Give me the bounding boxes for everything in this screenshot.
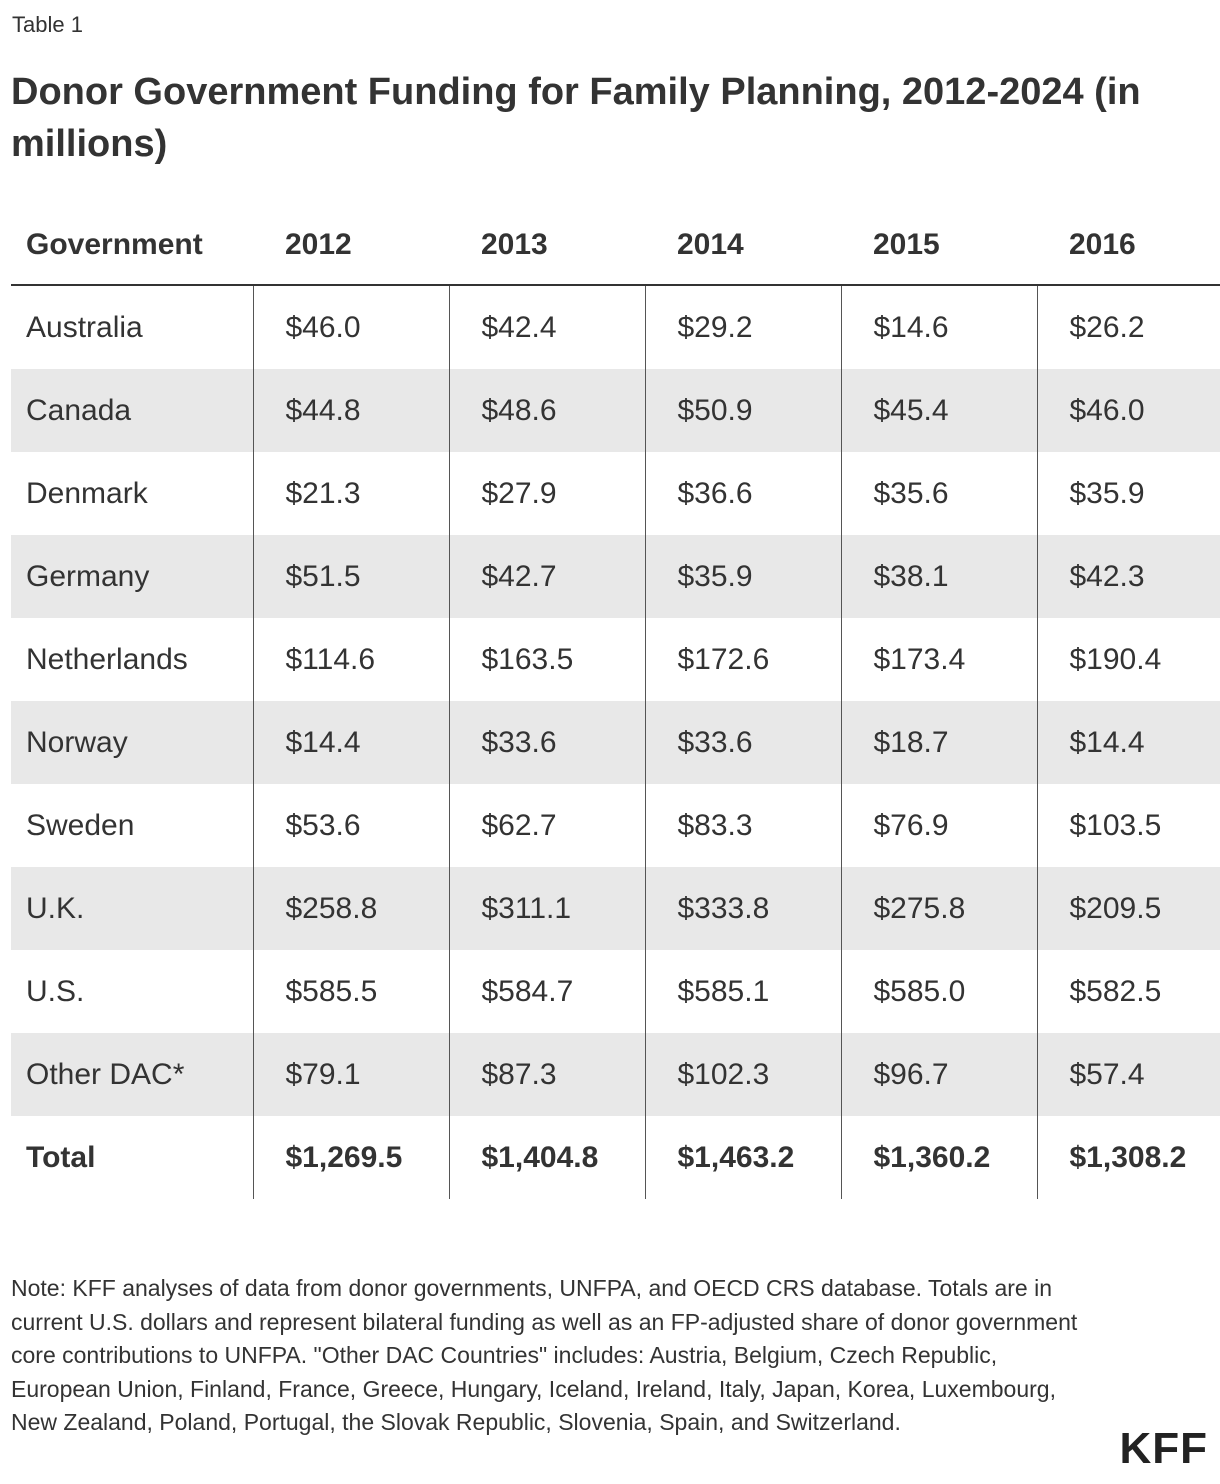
row-value-2013: $62.7: [448, 784, 645, 867]
row-government-name: Norway: [11, 701, 253, 784]
row-value-2012: $258.8: [252, 867, 449, 950]
kff-logo: KFF: [1119, 1424, 1208, 1473]
row-value-2014: $585.1: [644, 950, 841, 1033]
row-value-2012: $44.8: [252, 369, 449, 452]
row-value-2015: $173.4: [840, 618, 1037, 701]
row-government-name: Denmark: [26, 476, 148, 510]
row-value-2015: $76.9: [840, 784, 1037, 867]
row-value-2015: $14.6: [840, 285, 1037, 369]
funding-table: Government 2012 2013 2014 2015 2016 Aust…: [11, 206, 1220, 1199]
row-value-2016: $57.4: [1036, 1033, 1220, 1116]
row-government-name: Sweden: [26, 808, 135, 842]
row-value-2015: $45.4: [840, 369, 1037, 452]
row-value-2012: $51.5: [252, 535, 449, 618]
row-value-2014: $83.3: [644, 784, 841, 867]
row-value-2013: $163.5: [448, 618, 645, 701]
row-value-2012: $21.3: [252, 452, 449, 535]
row-value-2013: $42.4: [448, 285, 645, 369]
row-value-2014: $1,463.2: [644, 1116, 841, 1199]
row-value-2015: $1,360.2: [840, 1116, 1037, 1199]
row-government-name: Australia: [26, 310, 143, 344]
column-header-2013: 2013: [449, 206, 645, 286]
table-row: Other DAC* $79.1 $87.3 $102.3 $96.7 $57.4: [11, 1033, 1220, 1116]
table-row: Australia $46.0 $42.4 $29.2 $14.6 $26.2: [11, 285, 1220, 369]
row-value-2014: $50.9: [644, 369, 841, 452]
row-value-2013: $1,404.8: [448, 1116, 645, 1199]
row-value-2014: $333.8: [644, 867, 841, 950]
table-row: U.K. $258.8 $311.1 $333.8 $275.8 $209.5: [11, 867, 1220, 950]
table-row: U.S. $585.5 $584.7 $585.1 $585.0 $582.5: [11, 950, 1220, 1033]
row-government-name: Germany: [11, 535, 253, 618]
table-row: Sweden $53.6 $62.7 $83.3 $76.9 $103.5: [11, 784, 1220, 867]
row-value-2015: $18.7: [840, 701, 1037, 784]
row-value-2016: $209.5: [1036, 867, 1220, 950]
column-header-government: Government: [11, 206, 253, 286]
row-value-2013: $42.7: [448, 535, 645, 618]
table-row: Germany $51.5 $42.7 $35.9 $38.1 $42.3: [11, 535, 1220, 618]
table-note: Note: KFF analyses of data from donor go…: [11, 1275, 1078, 1435]
table-row: Netherlands $114.6 $163.5 $172.6 $173.4 $190.…: [11, 618, 1220, 701]
row-value-2012: $46.0: [252, 285, 449, 369]
row-value-2015: $585.0: [840, 950, 1037, 1033]
column-header-2014: 2014: [645, 206, 841, 286]
table-row: Canada $44.8 $48.6 $50.9 $45.4 $46.0: [11, 369, 1220, 452]
row-value-2016: $190.4: [1036, 618, 1220, 701]
row-value-2016: $42.3: [1036, 535, 1220, 618]
table-row: Norway $14.4 $33.6 $33.6 $18.7 $14.4: [11, 701, 1220, 784]
row-value-2014: $102.3: [644, 1033, 841, 1116]
row-value-2015: $96.7: [840, 1033, 1037, 1116]
row-value-2014: $36.6: [644, 452, 841, 535]
row-value-2012: $14.4: [252, 701, 449, 784]
row-government-name: U.S.: [26, 974, 85, 1008]
row-value-2014: $29.2: [644, 285, 841, 369]
row-value-2016: $26.2: [1036, 285, 1220, 369]
row-value-2013: $584.7: [448, 950, 645, 1033]
column-header-2015: 2015: [841, 206, 1037, 286]
row-value-2013: $33.6: [448, 701, 645, 784]
table-header-row: Government 2012 2013 2014 2015 2016: [11, 206, 1220, 286]
row-value-2016: $582.5: [1036, 950, 1220, 1033]
row-value-2015: $275.8: [840, 867, 1037, 950]
row-value-2016: $1,308.2: [1036, 1116, 1220, 1199]
row-value-2016: $103.5: [1036, 784, 1220, 867]
row-value-2016: $14.4: [1036, 701, 1220, 784]
row-value-2015: $35.6: [840, 452, 1037, 535]
column-header-2012: 2012: [253, 206, 449, 286]
row-value-2014: $172.6: [644, 618, 841, 701]
row-value-2016: $46.0: [1036, 369, 1220, 452]
table-row: Denmark $21.3 $27.9 $36.6 $35.6 $35.9: [11, 452, 1220, 535]
row-value-2014: $35.9: [644, 535, 841, 618]
total-row: Total $1,269.5 $1,404.8 $1,463.2 $1,360.2 $1,…: [11, 1116, 1220, 1199]
page-title: Donor Government Funding for Family Plan…: [11, 71, 1141, 165]
row-government-name: Netherlands: [26, 642, 188, 676]
row-value-2015: $38.1: [840, 535, 1037, 618]
row-value-2013: $48.6: [448, 369, 645, 452]
row-government-name: Other DAC*: [11, 1033, 253, 1116]
row-value-2012: $79.1: [252, 1033, 449, 1116]
table-label: Table 1: [12, 12, 83, 37]
row-value-2014: $33.6: [644, 701, 841, 784]
row-value-2013: $311.1: [448, 867, 645, 950]
row-value-2012: $53.6: [252, 784, 449, 867]
row-value-2013: $27.9: [448, 452, 645, 535]
row-value-2012: $114.6: [252, 618, 449, 701]
row-government-name: U.K.: [11, 867, 253, 950]
row-value-2012: $585.5: [252, 950, 449, 1033]
column-header-2016: 2016: [1037, 206, 1220, 286]
row-value-2012: $1,269.5: [252, 1116, 449, 1199]
row-value-2013: $87.3: [448, 1033, 645, 1116]
row-value-2016: $35.9: [1036, 452, 1220, 535]
row-government-name: Total: [26, 1140, 96, 1174]
row-government-name: Canada: [11, 369, 253, 452]
